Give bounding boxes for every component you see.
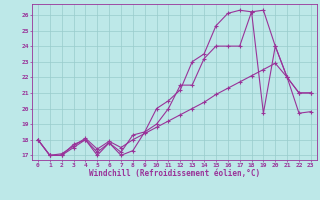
X-axis label: Windchill (Refroidissement éolien,°C): Windchill (Refroidissement éolien,°C) — [89, 169, 260, 178]
